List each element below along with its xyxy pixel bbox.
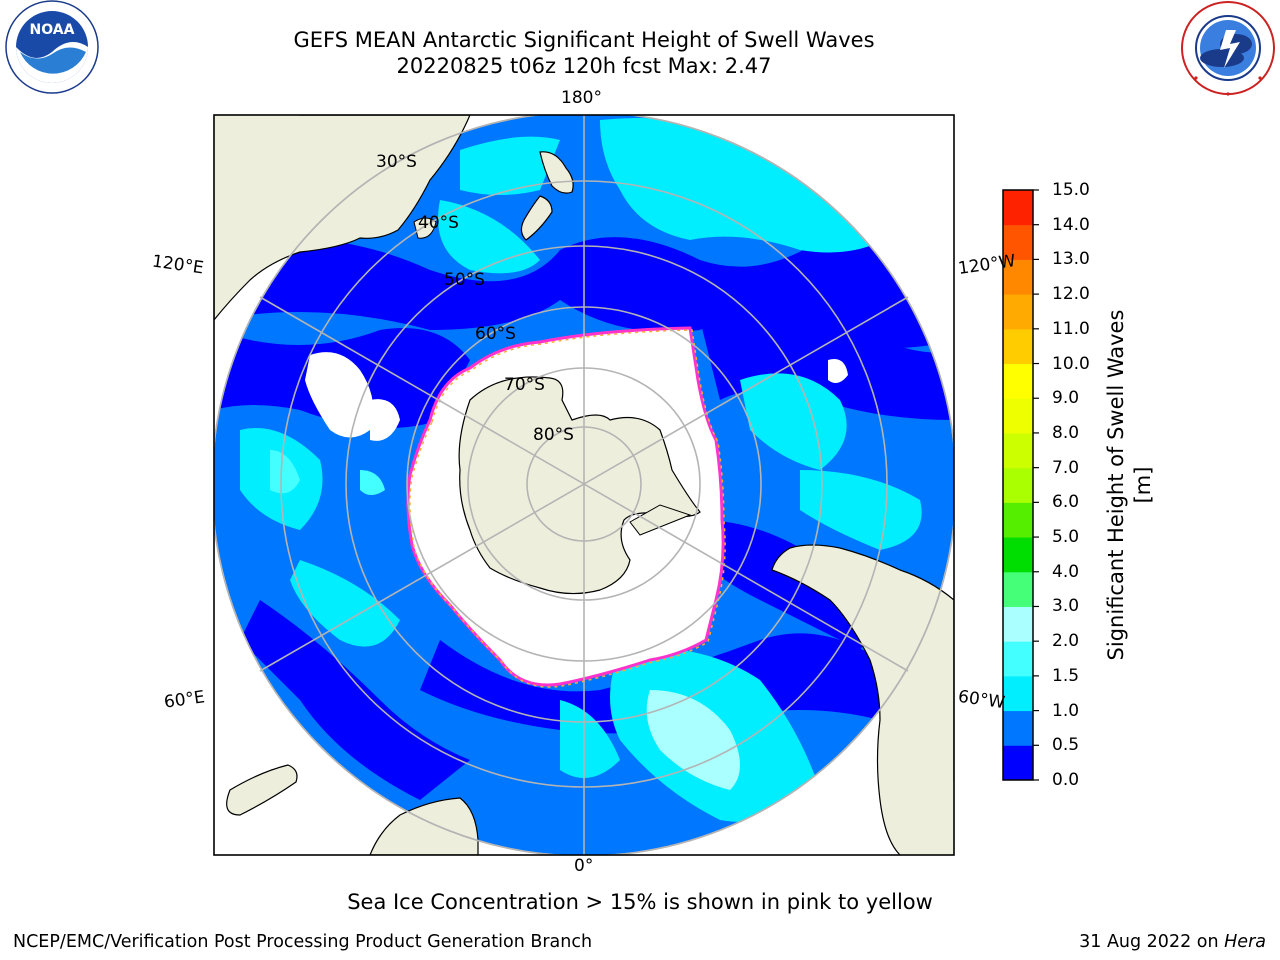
- nws-logo: [1181, 1, 1275, 96]
- lon-label-180: 180°: [561, 88, 602, 108]
- colorbar-tick-label: 15.0: [1052, 180, 1090, 200]
- colorbar-bin: [1003, 710, 1033, 746]
- colorbar-tick-label: 6.0: [1052, 492, 1080, 513]
- colorbar-tick-label: 9.0: [1052, 388, 1080, 409]
- africa-land: [369, 797, 479, 855]
- colorbar-tick-label: 0.0: [1052, 770, 1080, 790]
- colorbar-bin: [1003, 432, 1033, 469]
- colorbar-tick-label: 4.0: [1052, 561, 1080, 582]
- colorbar-bin: [1003, 745, 1033, 781]
- madagascar-land: [226, 764, 298, 816]
- colorbar-bin: [1003, 606, 1033, 642]
- colorbar-bin: [1003, 502, 1033, 538]
- lat-label-40s: 40°S: [418, 213, 459, 233]
- footer-date: 31 Aug 2022 on Hera: [1079, 932, 1266, 952]
- noaa-logo: NOAA: [5, 0, 99, 94]
- antarctica-land: [458, 376, 701, 595]
- lon-label-0: 0°: [574, 856, 594, 876]
- lat-label-50s: 50°S: [444, 270, 485, 290]
- colorbar-bin: [1003, 190, 1033, 226]
- colorbar-bin: [1003, 363, 1033, 399]
- south-america-land: [771, 544, 954, 855]
- sea-ice-caption: Sea Ice Concentration > 15% is shown in …: [347, 890, 933, 914]
- colorbar-bin: [1003, 537, 1033, 573]
- colorbar-bin: [1003, 398, 1033, 434]
- colorbar-tick-label: 3.0: [1052, 596, 1080, 617]
- colorbar-tick-label: 0.5: [1052, 735, 1080, 756]
- noaa-logo-text: NOAA: [30, 22, 75, 38]
- colorbar: [1002, 189, 1039, 781]
- colorbar-bin: [1003, 675, 1033, 712]
- chart-title: GEFS MEAN Antarctic Significant Height o…: [293, 28, 875, 52]
- footer-date-text: 31 Aug 2022 on: [1079, 932, 1225, 952]
- colorbar-bin: [1003, 259, 1033, 295]
- colorbar-bin: [1003, 467, 1033, 503]
- colorbar-tick-label: 7.0: [1052, 457, 1080, 478]
- colorbar-bin: [1003, 294, 1033, 330]
- australia-land: [214, 115, 471, 321]
- colorbar-tick-label: 2.0: [1052, 631, 1080, 652]
- meridians: [259, 115, 909, 855]
- colorbar-bin: [1003, 641, 1033, 677]
- footer-credit: NCEP/EMC/Verification Post Processing Pr…: [13, 932, 593, 952]
- colorbar-frame: [1002, 189, 1034, 781]
- colorbar-tick-label: 11.0: [1052, 318, 1090, 339]
- lat-label-80s: 80°S: [533, 425, 574, 445]
- colorbar-bin: [1003, 571, 1033, 607]
- colorbar-tick-label: 10.0: [1052, 353, 1090, 374]
- colorbar-tick-label: 1.5: [1052, 665, 1080, 686]
- colorbar-title: Significant Height of Swell Waves [m]: [1104, 309, 1155, 661]
- colorbar-bin: [1003, 224, 1033, 260]
- lat-label-70s: 70°S: [504, 375, 545, 395]
- new-zealand-land: [520, 151, 574, 241]
- map-frame: [213, 114, 955, 856]
- colorbar-tick-label: 8.0: [1052, 422, 1080, 443]
- lat-label-60s: 60°S: [475, 324, 516, 344]
- colorbar-tick-label: 14.0: [1052, 214, 1090, 235]
- chart-subtitle: 20220825 t06z 120h fcst Max: 2.47: [396, 54, 772, 78]
- footer-host: Hera: [1224, 932, 1266, 952]
- colorbar-tick-label: 12.0: [1052, 284, 1090, 305]
- colorbar-bin: [1003, 328, 1033, 365]
- colorbar-tick-label: 13.0: [1052, 249, 1090, 270]
- colorbar-tick-label: 1.0: [1052, 700, 1080, 721]
- colorbar-tick-label: 5.0: [1052, 527, 1080, 548]
- lat-label-30s: 30°S: [376, 152, 417, 172]
